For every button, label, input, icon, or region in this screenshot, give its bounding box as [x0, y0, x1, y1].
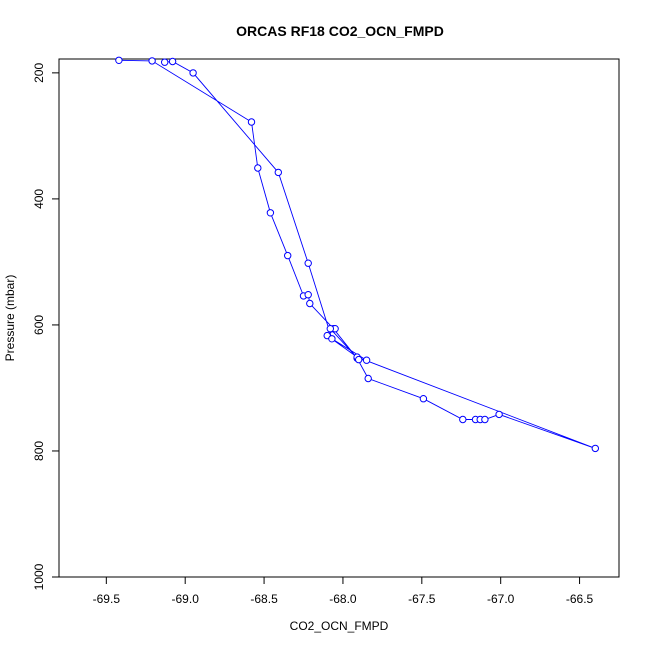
x-tick-label: -69.0 [172, 592, 200, 606]
data-point [326, 325, 334, 333]
x-tick-label: -68.5 [250, 592, 278, 606]
data-point [284, 251, 292, 260]
data-point [148, 57, 156, 65]
data-point [189, 69, 197, 77]
x-tick-label: -67.5 [408, 592, 436, 606]
data-point [274, 168, 282, 177]
data-point [115, 56, 123, 64]
y-tick-label: 1000 [32, 563, 46, 590]
data-point [459, 415, 467, 424]
x-tick-label: -67.0 [487, 592, 515, 606]
y-tick-label: 600 [32, 315, 46, 335]
y-axis-label: Pressure (mbar) [3, 275, 17, 362]
data-point [306, 299, 314, 308]
x-tick-label: -66.5 [566, 592, 594, 606]
x-tick-label: -69.5 [93, 592, 121, 606]
y-tick-label: 800 [32, 441, 46, 461]
y-tick-label: 400 [32, 189, 46, 209]
x-tick-label: -68.0 [329, 592, 357, 606]
data-point [266, 209, 275, 217]
data-point [355, 355, 363, 364]
data-point [419, 395, 428, 403]
data-point [168, 57, 177, 66]
x-axis: -69.5 -69.0 -68.5 -68.0 -67.5 -67.0 -66.5 [93, 577, 594, 606]
data-point [591, 444, 599, 453]
data-point [328, 335, 336, 343]
data-point [495, 410, 503, 419]
data-point [304, 291, 312, 299]
series-layer [115, 56, 599, 453]
data-point [362, 356, 371, 364]
data-point [161, 58, 169, 66]
y-tick-label: 200 [32, 63, 46, 83]
data-point [364, 374, 372, 383]
series-line [118, 59, 596, 449]
data-point [254, 164, 262, 172]
y-axis: 200 400 600 800 1000 [32, 63, 59, 590]
plot-frame [58, 58, 620, 578]
x-axis-label: CO2_OCN_FMPD [290, 619, 389, 633]
data-point [247, 118, 256, 126]
data-point [481, 415, 489, 424]
data-point [304, 259, 312, 267]
chart-title: ORCAS RF18 CO2_OCN_FMPD [236, 23, 444, 39]
